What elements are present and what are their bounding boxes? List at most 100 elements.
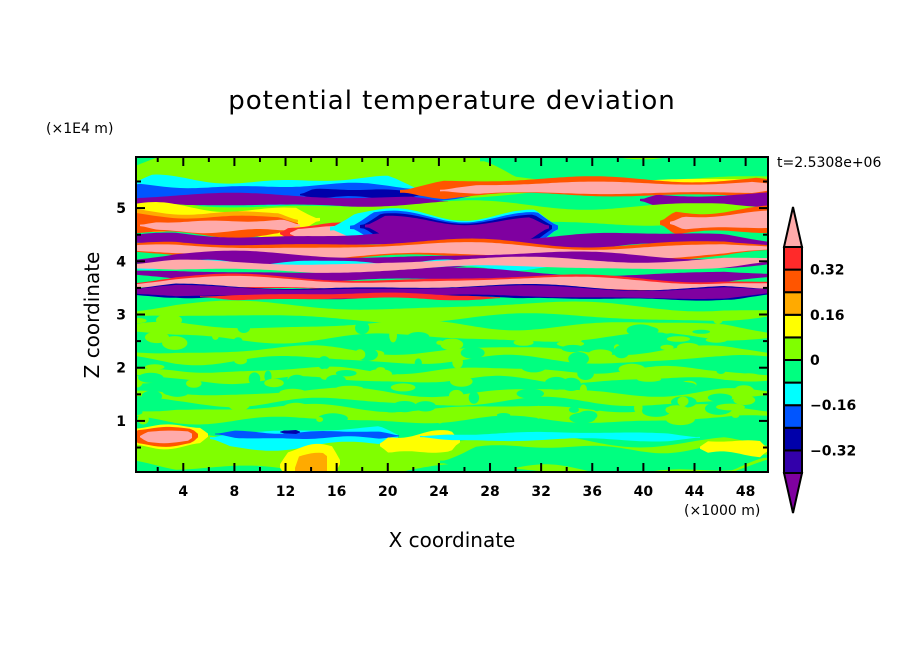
- colorbar-box: [783, 291, 803, 316]
- contour-band: [140, 430, 192, 444]
- contour-patch: [660, 344, 674, 350]
- contour-patch: [535, 405, 542, 419]
- contour-patch: [569, 412, 596, 424]
- colorbar-label: −0.16: [810, 398, 856, 414]
- contour-patch: [136, 409, 143, 416]
- colorbar-box: [783, 381, 803, 407]
- colorbar-box: [783, 313, 803, 339]
- colorbar-over-triangle: [782, 206, 804, 248]
- colorbar-box: [783, 359, 803, 384]
- x-tick-label: 24: [429, 484, 449, 500]
- contour-patch: [474, 392, 503, 402]
- contour-patch: [335, 370, 357, 377]
- contour-patch: [577, 367, 594, 380]
- contour-band: [670, 210, 768, 230]
- contour-patch: [450, 376, 473, 387]
- contour-patch: [287, 374, 307, 389]
- contour-patch: [449, 389, 464, 402]
- contour-band: [295, 452, 327, 472]
- colorbar-box: [783, 268, 803, 294]
- colorbar-under-triangle: [782, 472, 804, 514]
- x-unit-label: (×1000 m): [684, 503, 761, 519]
- contour-patch: [162, 336, 188, 350]
- contour-patch: [354, 349, 366, 360]
- x-tick-label: 28: [480, 484, 499, 500]
- contour-patch: [355, 321, 370, 335]
- contour-patch: [389, 328, 397, 343]
- colorbar-label: −0.32: [810, 443, 856, 459]
- colorbar-box: [783, 404, 803, 429]
- contour-patch: [666, 381, 696, 389]
- colorbar-label: 0.32: [810, 263, 845, 279]
- contour-patch: [692, 329, 711, 334]
- contour-patch: [527, 329, 545, 340]
- contour-patch: [613, 345, 630, 359]
- contour-patch: [319, 368, 331, 380]
- contour-patch: [665, 405, 689, 415]
- x-tick-label: 16: [327, 484, 346, 500]
- contour-patch: [660, 323, 674, 334]
- contour-patch: [402, 335, 423, 345]
- contour-patch: [440, 338, 464, 351]
- contour-patch: [515, 379, 541, 387]
- contour-patch: [630, 326, 659, 335]
- contour-patch: [568, 352, 589, 366]
- contour-band: [700, 440, 768, 458]
- contour-patch: [618, 363, 646, 375]
- x-tick-label: 40: [634, 484, 654, 500]
- contour-band: [136, 275, 768, 293]
- contour-band: [420, 431, 700, 442]
- y-tick-label: 1: [116, 414, 126, 430]
- contour-patch: [392, 401, 418, 413]
- contour-patch: [204, 386, 233, 391]
- contour-patch: [521, 361, 547, 373]
- colorbar-label: 0: [810, 353, 820, 369]
- x-tick-label: 8: [230, 484, 240, 500]
- y-unit-label: (×1E4 m): [46, 121, 114, 137]
- contour-patch: [336, 385, 364, 391]
- contour-patch: [156, 313, 182, 327]
- x-tick-label: 44: [685, 484, 705, 500]
- y-tick-label: 3: [116, 308, 126, 324]
- x-tick-label: 20: [378, 484, 398, 500]
- contour-band: [136, 365, 768, 385]
- y-tick-label: 2: [116, 361, 126, 377]
- contour-patch: [237, 322, 251, 333]
- contour-patch: [568, 406, 580, 413]
- contour-patch: [234, 356, 248, 365]
- contour-patch: [731, 413, 740, 418]
- contour-patch: [233, 337, 243, 345]
- x-tick-label: 48: [736, 484, 755, 500]
- contour-patch: [248, 372, 261, 386]
- contour-patch: [707, 393, 733, 402]
- contour-band: [136, 300, 768, 324]
- contour-patch: [452, 355, 463, 369]
- contour-patch: [544, 376, 569, 390]
- contour-band: [136, 320, 768, 344]
- contour-patch: [733, 385, 755, 398]
- contour-patch: [666, 336, 691, 342]
- contour-patch: [138, 372, 164, 383]
- contour-patch: [677, 342, 700, 352]
- contour-patch: [264, 378, 284, 388]
- contour-patch: [733, 395, 756, 405]
- contour-patch: [716, 403, 745, 411]
- contour-patch: [137, 414, 149, 425]
- contour-patch: [144, 331, 170, 344]
- contour-field: [136, 157, 768, 472]
- colorbar-box: [783, 246, 803, 271]
- contour-patch: [414, 401, 436, 412]
- contour-patch: [318, 413, 348, 424]
- contour-patch: [326, 374, 346, 386]
- colorbar-box: [783, 426, 803, 452]
- contour-patch: [718, 374, 740, 381]
- y-tick-label: 5: [116, 201, 126, 217]
- contour-patch: [440, 384, 470, 393]
- contour-patch: [593, 404, 601, 412]
- contour-patch: [228, 398, 250, 411]
- contour-patch: [496, 413, 511, 418]
- x-tick-label: 36: [583, 484, 602, 500]
- contour-patch: [460, 347, 485, 359]
